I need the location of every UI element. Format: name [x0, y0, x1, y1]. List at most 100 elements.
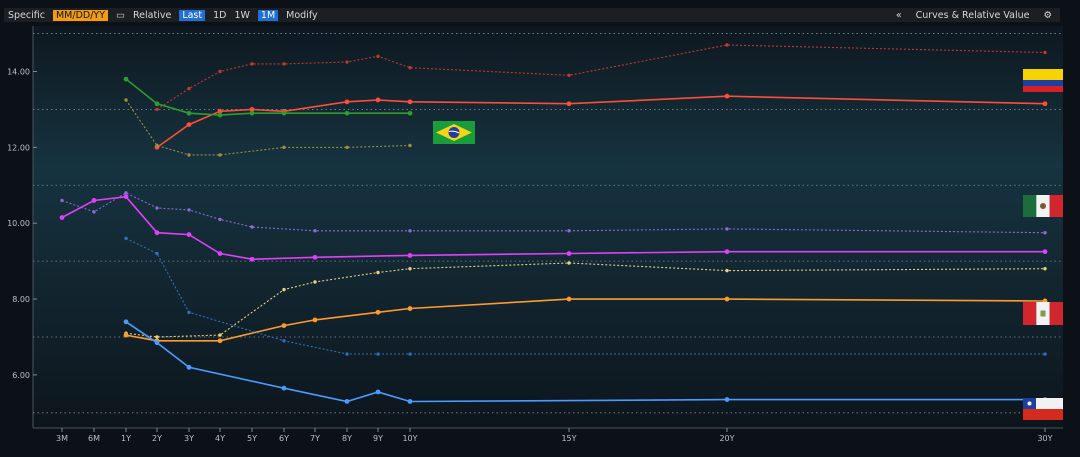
- data-point: [407, 306, 413, 311]
- data-point: [1042, 101, 1048, 107]
- data-point: [154, 340, 160, 346]
- y-tick-label: 8.00: [12, 295, 30, 304]
- x-tick-label: 2Y: [152, 434, 162, 443]
- last-button[interactable]: Last: [179, 9, 206, 21]
- mexico-flag: [1023, 195, 1063, 217]
- data-point: [724, 296, 730, 302]
- data-point: [218, 333, 222, 337]
- modify-button[interactable]: Modify: [286, 9, 318, 21]
- peru-flag: [1023, 302, 1063, 325]
- data-point: [187, 153, 191, 157]
- data-point: [217, 112, 223, 118]
- data-point: [313, 280, 317, 284]
- chile-flag: [1023, 398, 1063, 420]
- 1m-button[interactable]: 1M: [257, 9, 279, 21]
- data-point: [60, 198, 64, 203]
- data-point: [1043, 50, 1047, 55]
- data-point: [218, 153, 222, 157]
- specific-label: Specific: [8, 9, 45, 21]
- data-point: [218, 69, 222, 74]
- data-point: [218, 217, 222, 222]
- data-point: [282, 339, 286, 343]
- x-tick-label: 15Y: [561, 434, 576, 443]
- y-tick-label: 10.00: [7, 219, 30, 228]
- x-tick-label: 3Y: [184, 434, 194, 443]
- data-point: [312, 317, 318, 323]
- data-point: [91, 198, 97, 203]
- data-point: [249, 110, 255, 116]
- x-tick-label: 1Y: [121, 434, 131, 443]
- relative-label: Relative: [133, 9, 172, 21]
- data-point: [124, 236, 128, 241]
- data-point: [376, 270, 380, 275]
- x-tick-label: 6Y: [279, 434, 289, 443]
- data-point: [154, 230, 160, 236]
- data-point: [725, 268, 729, 273]
- data-point: [567, 229, 571, 233]
- data-point: [186, 364, 192, 370]
- toolbar: Specific MM/DD/YY ▭ Relative Last 1D 1W …: [4, 8, 1060, 22]
- data-point: [217, 338, 223, 344]
- data-point: [154, 101, 160, 107]
- data-point: [155, 251, 159, 256]
- data-point: [1043, 230, 1047, 235]
- plot-background: [33, 26, 1063, 428]
- yield-curves-chart: 6.00 8.00 10.00 12.00 14.00 3M 6M 1Y 2Y 3Y 4Y 5Y 6Y…: [7, 26, 1063, 443]
- data-point: [123, 76, 129, 82]
- data-point: [567, 261, 571, 265]
- x-tick-label: 30Y: [1037, 434, 1052, 443]
- brazil-flag: [433, 121, 475, 144]
- data-point: [187, 208, 191, 212]
- x-tick-label: 5Y: [247, 434, 257, 443]
- data-point: [344, 110, 350, 116]
- data-point: [344, 399, 350, 404]
- chart-area: 6.00 8.00 10.00 12.00 14.00 3M 6M 1Y 2Y 3Y 4Y 5Y 6Y…: [0, 22, 1080, 453]
- data-point: [155, 143, 159, 148]
- data-point: [186, 122, 192, 128]
- date-field[interactable]: MM/DD/YY: [52, 9, 109, 21]
- data-point: [124, 191, 128, 195]
- data-point: [725, 227, 729, 231]
- data-point: [566, 251, 572, 256]
- 1d-button[interactable]: 1D: [213, 9, 227, 21]
- x-tick-label: 10Y: [402, 434, 417, 443]
- data-point: [376, 54, 380, 59]
- x-tick-labels: 3M 6M 1Y 2Y 3Y 4Y 5Y 6Y 7Y 8Y 9Y 10Y 15Y 20Y 30Y: [56, 428, 1053, 443]
- data-point: [313, 229, 317, 233]
- data-point: [724, 93, 730, 99]
- data-point: [123, 194, 129, 200]
- data-point: [1042, 249, 1048, 255]
- data-point: [375, 389, 381, 395]
- data-point: [345, 145, 349, 150]
- data-point: [344, 99, 350, 105]
- data-point: [725, 43, 729, 47]
- data-point: [408, 267, 412, 271]
- data-point: [59, 215, 65, 220]
- grid-lines: [33, 33, 1063, 414]
- data-point: [724, 397, 730, 402]
- data-point: [408, 143, 412, 148]
- data-point: [1043, 267, 1047, 271]
- colombia-flag: [1023, 69, 1063, 92]
- calendar-icon[interactable]: ▭: [116, 9, 125, 21]
- data-point: [250, 225, 254, 229]
- series-line-5: [61, 192, 1046, 234]
- series-line-7: [125, 262, 1046, 338]
- gear-icon[interactable]: ⚙: [1043, 9, 1052, 21]
- x-tick-label: 3M: [56, 434, 68, 443]
- series-lines: [59, 43, 1048, 404]
- data-point: [282, 145, 286, 150]
- data-point: [217, 108, 223, 114]
- y-tick-label: 14.00: [7, 68, 30, 77]
- collapse-icon[interactable]: «: [895, 9, 902, 21]
- data-point: [312, 254, 318, 260]
- data-point: [376, 352, 380, 356]
- data-point: [249, 256, 255, 262]
- data-point: [407, 99, 413, 105]
- series-line-6: [61, 195, 1045, 261]
- data-point: [407, 399, 413, 404]
- 1w-button[interactable]: 1W: [234, 9, 250, 21]
- data-point: [566, 296, 572, 302]
- series-line-3: [125, 78, 410, 116]
